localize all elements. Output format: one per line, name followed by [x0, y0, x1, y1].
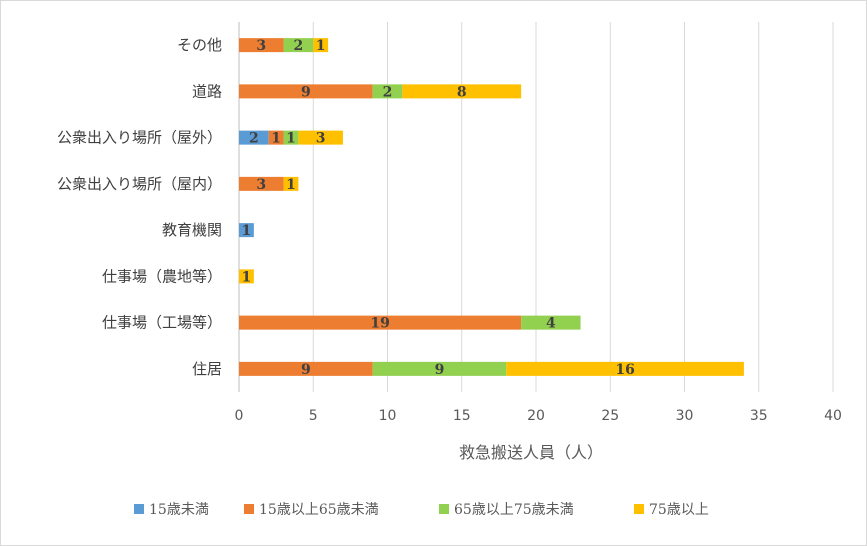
- data-label: 2: [383, 84, 393, 100]
- data-label: 2: [294, 38, 304, 54]
- bar-segment: [239, 130, 269, 145]
- x-tick-label: 25: [601, 408, 619, 424]
- data-label: 3: [316, 131, 326, 147]
- x-tick-label: 5: [309, 408, 318, 424]
- x-tick-label: 15: [453, 408, 471, 424]
- data-label: 1: [286, 131, 296, 147]
- bar-segment: [283, 130, 299, 145]
- data-label: 4: [546, 316, 556, 332]
- bar-segment: [239, 269, 254, 284]
- bar-segment: [239, 361, 373, 376]
- bars: [239, 38, 744, 376]
- data-label: 1: [316, 38, 326, 54]
- data-label: 3: [256, 38, 266, 54]
- bar-segment: [283, 176, 299, 191]
- legend-swatch: [134, 504, 144, 514]
- y-category-label: 公衆出入り場所（屋外）: [57, 129, 222, 147]
- data-label: 9: [301, 84, 311, 100]
- data-label: 1: [271, 131, 281, 147]
- legend: 15歳未満 15歳以上65歳未満 65歳以上75歳未満 75歳以上: [134, 502, 709, 518]
- legend-label: 15歳以上65歳未満: [259, 502, 379, 518]
- data-label: 3: [256, 177, 266, 193]
- x-tick-label: 10: [379, 408, 397, 424]
- bar-segment: [298, 130, 343, 145]
- bar-segment: [313, 38, 329, 53]
- data-label: 1: [286, 177, 296, 193]
- bar-segment: [239, 176, 284, 191]
- y-category-label: 公衆出入り場所（屋内）: [57, 175, 222, 193]
- y-category-label: その他: [177, 36, 222, 54]
- x-tick-label: 35: [750, 408, 768, 424]
- bar-segment: [239, 315, 522, 330]
- y-category-label: 道路: [192, 82, 222, 100]
- bar-segment: [239, 223, 254, 238]
- data-label: 8: [457, 84, 467, 100]
- legend-label: 75歳以上: [649, 502, 709, 518]
- legend-label: 15歳未満: [149, 502, 209, 518]
- y-category-label: 教育機関: [162, 221, 222, 239]
- bar-segment: [521, 315, 581, 330]
- data-label: 9: [301, 362, 311, 378]
- data-label: 1: [242, 269, 252, 285]
- data-label: 9: [435, 362, 445, 378]
- x-tick-label: 40: [824, 408, 842, 424]
- data-label: 19: [370, 316, 389, 332]
- bar-segment: [506, 361, 744, 376]
- bar-segment: [402, 84, 522, 99]
- y-category-label: 住居: [192, 360, 222, 378]
- y-category-label: 仕事場（工場等）: [102, 314, 222, 332]
- legend-swatch: [244, 504, 254, 514]
- bar-segment: [372, 84, 403, 99]
- bar-segment: [372, 361, 507, 376]
- bar-segment: [283, 38, 314, 53]
- data-label: 1: [242, 223, 252, 239]
- bar-segment: [268, 130, 284, 145]
- bar-segment: [239, 84, 373, 99]
- x-tick-label: 20: [527, 408, 545, 424]
- data-label: 16: [615, 362, 634, 378]
- gridlines: [238, 22, 834, 392]
- x-axis-title: 救急搬送人員（人）: [459, 443, 603, 462]
- x-tick-label: 30: [676, 408, 694, 424]
- legend-swatch: [439, 504, 449, 514]
- legend-label: 65歳以上75歳未満: [454, 502, 574, 518]
- data-label: 2: [249, 131, 259, 147]
- x-tick-label: 0: [235, 408, 244, 424]
- bar-segment: [239, 38, 284, 53]
- legend-swatch: [634, 504, 644, 514]
- y-category-label: 仕事場（農地等）: [102, 267, 222, 285]
